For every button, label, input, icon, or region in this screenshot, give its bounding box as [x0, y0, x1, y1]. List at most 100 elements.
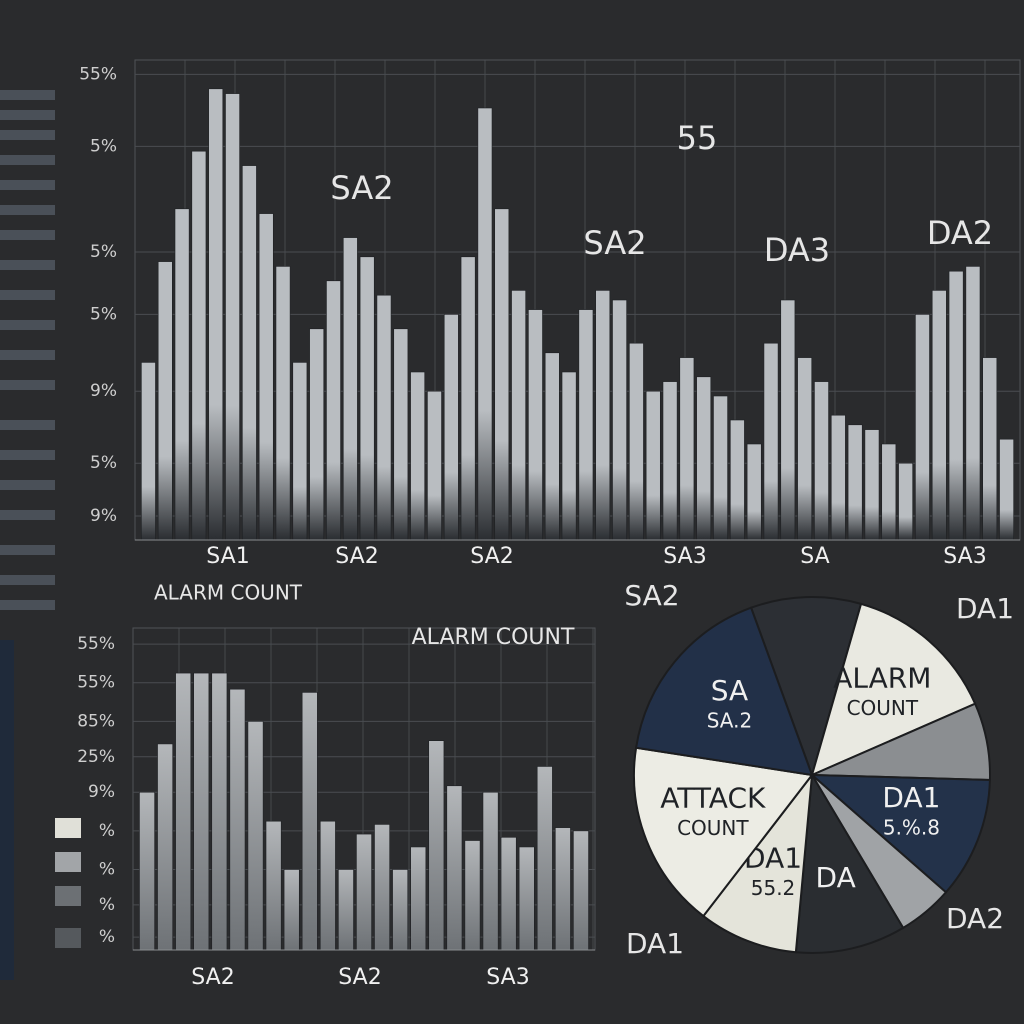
- bar: [410, 371, 426, 541]
- bar: [427, 390, 442, 541]
- slice-label: ALARM: [833, 662, 931, 695]
- pie-slice: [634, 606, 814, 777]
- x-group-label: SA1: [206, 544, 249, 569]
- slice-label: DA: [816, 861, 856, 894]
- x-group-label: SA: [800, 544, 829, 569]
- y-tick-label: 9%: [88, 782, 115, 802]
- bar: [342, 237, 358, 541]
- x-group-label: SA3: [943, 544, 986, 569]
- x-group-label: SA2: [338, 965, 381, 990]
- pie-slice: [810, 602, 977, 777]
- bar: [446, 785, 463, 951]
- bar: [374, 824, 390, 951]
- pie-slice: [701, 771, 814, 954]
- bar: [982, 357, 998, 541]
- bar: [229, 688, 246, 951]
- bar: [319, 820, 336, 951]
- bar: [141, 362, 156, 541]
- pie-slice: [633, 746, 814, 918]
- bar: [301, 692, 318, 951]
- bar: [460, 256, 476, 541]
- bar: [645, 390, 661, 541]
- bar: [494, 208, 510, 541]
- bar: [292, 362, 308, 541]
- y-tick-label: 5%: [90, 453, 117, 473]
- bar: [191, 150, 207, 541]
- bar: [915, 314, 930, 541]
- bar: [830, 414, 846, 541]
- x-group-label: SA3: [486, 965, 529, 990]
- bar: [511, 290, 526, 541]
- bar: [174, 208, 190, 541]
- bar: [528, 309, 543, 541]
- annotation: DA3: [764, 231, 830, 269]
- x-group-label: SA2: [191, 965, 234, 990]
- bar: [948, 270, 964, 541]
- pie-slice: [794, 771, 905, 954]
- bar: [356, 833, 372, 951]
- bar: [561, 371, 577, 541]
- bar: [500, 836, 517, 951]
- bar: [881, 443, 897, 541]
- bar: [573, 830, 589, 951]
- bar: [326, 280, 341, 541]
- y-tick-label: 9%: [90, 506, 117, 526]
- outer-label: DA2: [946, 902, 1004, 935]
- annotation: ALARM COUNT: [412, 625, 575, 650]
- annotation: SA2: [583, 224, 646, 262]
- bar: [258, 213, 274, 541]
- y-tick-label: 5%: [90, 242, 117, 262]
- y-tick-label: 85%: [77, 711, 115, 731]
- bar: [662, 381, 678, 541]
- bar: [193, 672, 210, 951]
- bar: [428, 740, 445, 951]
- bar: [629, 342, 644, 541]
- bar: [864, 429, 880, 541]
- bar: [536, 766, 553, 951]
- bar: [242, 165, 257, 541]
- bar: [797, 357, 813, 541]
- y-tick-label: 5%: [90, 136, 117, 156]
- bar: [393, 328, 409, 541]
- bar: [595, 290, 611, 541]
- slice-label: SA: [711, 674, 748, 707]
- y-tick-label: 55%: [79, 64, 117, 84]
- bar: [679, 357, 695, 541]
- bar: [283, 869, 300, 951]
- bar: [175, 672, 192, 951]
- bar: [482, 791, 499, 951]
- bar: [544, 352, 560, 541]
- bar: [696, 376, 712, 541]
- bar: [309, 328, 325, 541]
- bar: [157, 261, 173, 541]
- slice-label: 5.%.8: [883, 815, 940, 839]
- bar: [338, 869, 354, 951]
- bar: [392, 869, 409, 951]
- y-tick-label: 5%: [90, 304, 117, 324]
- bar: [612, 299, 627, 541]
- bar: [578, 309, 594, 541]
- outer-label: SA2: [624, 579, 679, 612]
- bar: [359, 256, 375, 541]
- bar: [139, 791, 155, 951]
- outer-label: DA1: [956, 592, 1014, 625]
- y-tick-label: 9%: [90, 381, 117, 401]
- bar: [410, 846, 427, 951]
- y-tick-label: 25%: [77, 747, 115, 767]
- bar: [376, 294, 392, 541]
- bar: [247, 721, 264, 951]
- bar: [847, 424, 863, 541]
- bar: [814, 381, 829, 541]
- bar: [898, 462, 913, 541]
- bar: [157, 743, 174, 951]
- annotation: SA2: [330, 169, 393, 207]
- bar: [713, 395, 728, 541]
- bar: [275, 266, 291, 541]
- bar: [965, 266, 981, 541]
- x-axis-label: ALARM COUNT: [154, 581, 303, 605]
- y-tick-label: 55%: [77, 673, 115, 693]
- x-group-label: SA3: [663, 544, 706, 569]
- slice-label: COUNT: [677, 816, 749, 840]
